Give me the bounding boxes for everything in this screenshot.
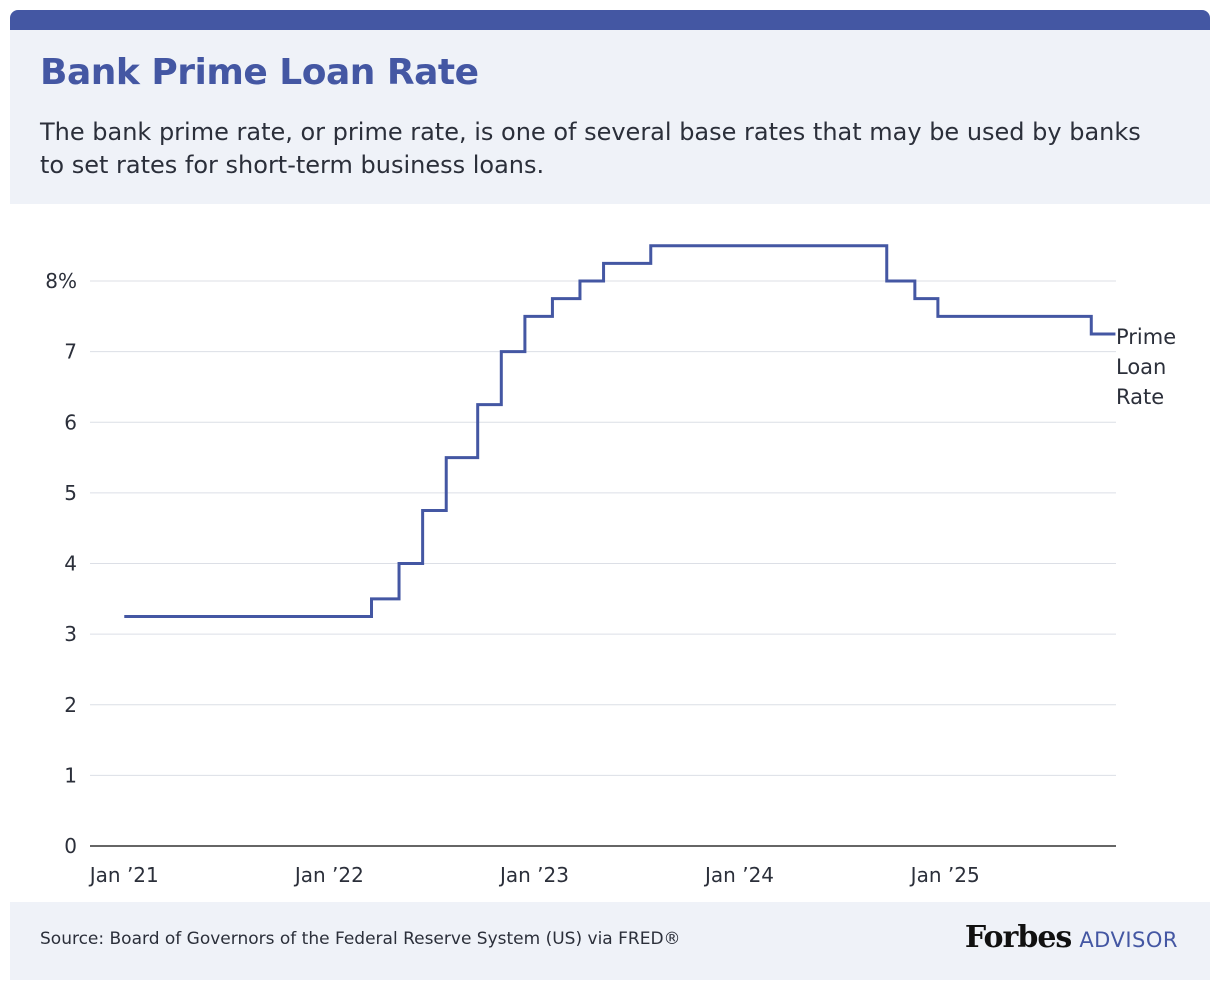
y-tick-label: 8% [45,269,77,293]
brand-forbes: Forbes [964,920,1072,955]
series-label-line: Prime [1116,325,1176,349]
y-tick-label: 2 [64,693,77,717]
chart-area: 0 1 2 3 4 5 6 7 8% Jan ’21 Jan ’22 Jan ’23 Jan ’24 Ja… [0,204,1220,902]
y-tick-label: 0 [64,834,77,858]
y-tick-label: 1 [64,763,77,787]
chart-title: Bank Prime Loan Rate [40,52,479,93]
chart-subtitle: The bank prime rate, or prime rate, is o… [40,118,1141,179]
prime-rate-chart: 0 1 2 3 4 5 6 7 8% Jan ’21 Jan ’22 Jan ’23 Jan ’24 Ja… [45,244,1176,887]
series-label-line: Rate [1116,385,1164,409]
x-tick-label: Jan ’24 [703,863,774,887]
x-tick-label: Jan ’23 [498,863,569,887]
y-tick-label: 4 [64,552,77,576]
y-tick-label: 6 [64,410,77,434]
chart-header: Bank Prime Loan Rate The bank prime rate… [10,30,1210,204]
series-label: Prime Loan Rate [1116,325,1176,409]
x-tick-label: Jan ’25 [909,863,980,887]
header-accent-bar [10,10,1210,30]
x-tick-label: Jan ’22 [293,863,364,887]
y-tick-label: 3 [64,622,77,646]
source-note: Source: Board of Governors of the Federa… [40,929,681,949]
forbes-advisor-logo: Forbes ADVISOR [965,920,1178,955]
x-tick-label: Jan ’21 [88,863,159,887]
y-tick-label: 5 [64,481,77,505]
series-line-prime-loan-rate [124,244,1116,618]
y-tick-label: 7 [64,340,77,364]
chart-footer: Source: Board of Governors of the Federa… [10,902,1210,980]
series-label-line: Loan [1116,355,1166,379]
brand-advisor: ADVISOR [1079,928,1178,952]
